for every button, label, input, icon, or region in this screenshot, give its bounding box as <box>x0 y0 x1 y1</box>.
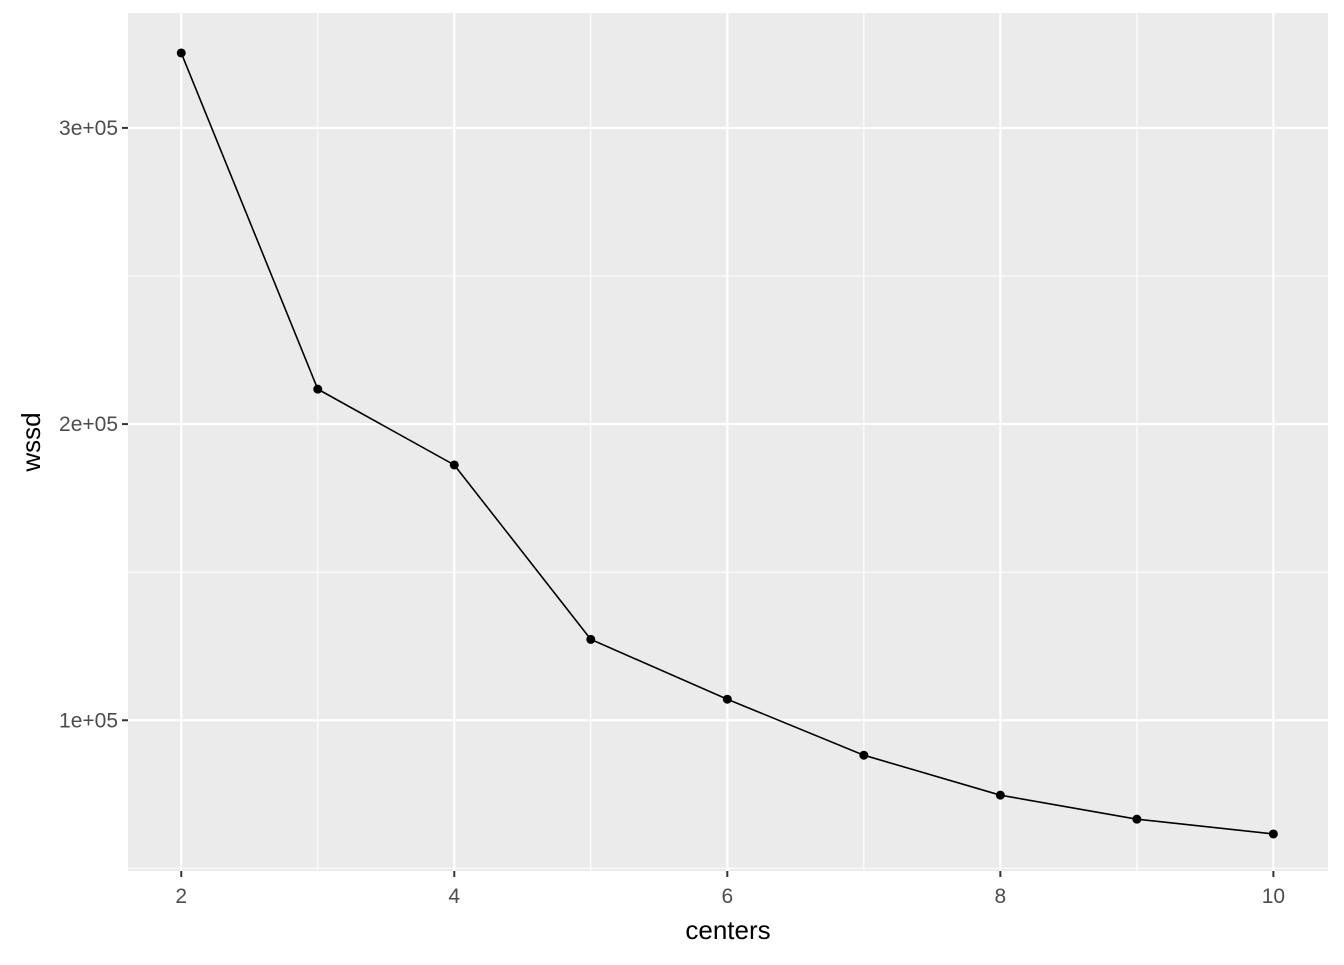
data-point <box>995 790 1005 800</box>
x-tick-label: 10 <box>1262 885 1285 908</box>
data-point <box>1268 829 1278 839</box>
y-tick-label: 3e+05 <box>59 117 118 140</box>
x-tick-label: 2 <box>175 885 187 908</box>
data-point <box>1132 814 1142 824</box>
data-point <box>586 634 596 644</box>
data-point <box>176 48 186 58</box>
y-tick-label: 2e+05 <box>59 413 118 436</box>
x-tick-label: 8 <box>995 885 1007 908</box>
data-point <box>722 694 732 704</box>
x-tick-label: 4 <box>448 885 460 908</box>
x-tick-label: 6 <box>721 885 733 908</box>
x-axis-label: centers <box>685 915 770 945</box>
axes: 1e+05 2e+05 3e+05 2 4 6 8 10 <box>59 117 1285 908</box>
y-tick-label: 1e+05 <box>59 709 118 732</box>
data-point <box>859 750 869 760</box>
data-point <box>449 460 459 470</box>
y-axis-label: wssd <box>16 412 46 472</box>
major-gridlines <box>128 13 1328 871</box>
series-layer <box>176 48 1278 839</box>
data-point <box>313 384 323 394</box>
